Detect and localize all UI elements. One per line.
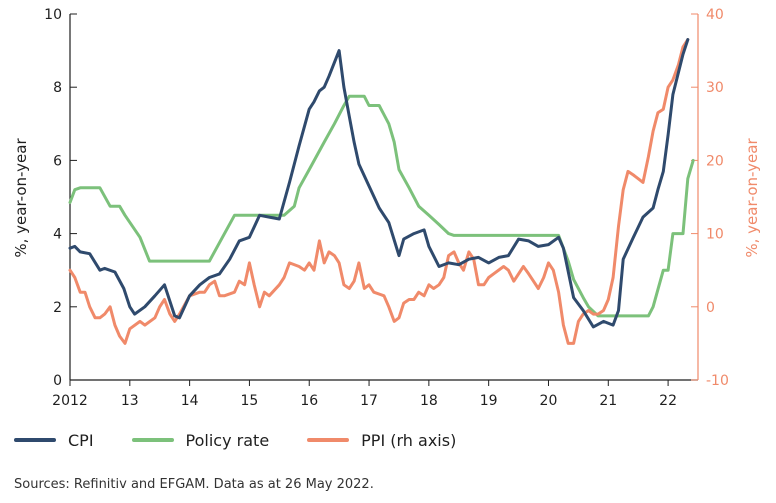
legend-item-ppi: PPI (rh axis)	[307, 431, 456, 450]
y-axis-label-right: %, year-on-year	[743, 138, 761, 258]
legend-label-policy-rate: Policy rate	[185, 430, 270, 450]
y-tick-label-right: 40	[706, 7, 724, 23]
x-tick-label: 13	[121, 393, 139, 409]
legend-swatch-cpi	[14, 438, 56, 442]
y-axis-label-left: %, year-on-year	[12, 138, 30, 258]
y-tick-label-right: -10	[706, 373, 729, 389]
legend-item-policy-rate: Policy rate	[131, 430, 270, 450]
chart-series	[68, 38, 695, 345]
source-note: Sources: Refinitiv and EFGAM. Data as at…	[14, 477, 374, 492]
y-tick-label-left: 2	[53, 300, 62, 316]
chart-ticks: 0 2 4 6 8 10 -10 0 10 20 30 40 2012 13 14 15 16 17 18 19 20 2…	[44, 7, 729, 409]
x-tick-label: 22	[659, 393, 677, 409]
x-tick-label: 15	[241, 393, 259, 409]
series-line-policy-rate	[68, 94, 695, 318]
legend-item-cpi: CPI	[14, 431, 94, 450]
x-tick-label: 17	[360, 393, 378, 409]
x-tick-label: 18	[420, 393, 438, 409]
chart-axes	[69, 14, 699, 381]
series-line-cpi	[68, 38, 690, 329]
y-tick-label-right: 20	[706, 153, 724, 169]
line-chart: 0 2 4 6 8 10 -10 0 10 20 30 40 2012 13 14 15 16 17 18 19 20 2…	[12, 7, 761, 409]
y-tick-label-left: 10	[44, 7, 62, 23]
y-tick-label-left: 6	[53, 153, 62, 169]
legend-label-cpi: CPI	[68, 430, 94, 450]
y-tick-label-left: 0	[53, 373, 62, 389]
x-tick-label: 2012	[52, 393, 88, 409]
x-tick-label: 21	[599, 393, 617, 409]
y-tick-label-left: 4	[53, 227, 62, 243]
x-tick-label: 16	[300, 393, 318, 409]
y-tick-label-right: 10	[706, 227, 724, 243]
y-tick-label-left: 8	[53, 80, 62, 96]
legend-swatch-ppi	[307, 438, 350, 442]
y-tick-label-right: 0	[706, 300, 715, 316]
x-tick-label: 20	[540, 393, 558, 409]
x-tick-label: 14	[181, 393, 199, 409]
legend-label-ppi: PPI (rh axis)	[361, 430, 457, 450]
x-tick-label: 19	[480, 393, 498, 409]
y-tick-label-right: 30	[706, 80, 724, 96]
chart-legend: CPI Policy rate PPI (rh axis)	[14, 426, 494, 454]
legend-swatch-policy-rate	[131, 438, 174, 442]
series-line-ppi-rh-axis	[68, 38, 690, 345]
